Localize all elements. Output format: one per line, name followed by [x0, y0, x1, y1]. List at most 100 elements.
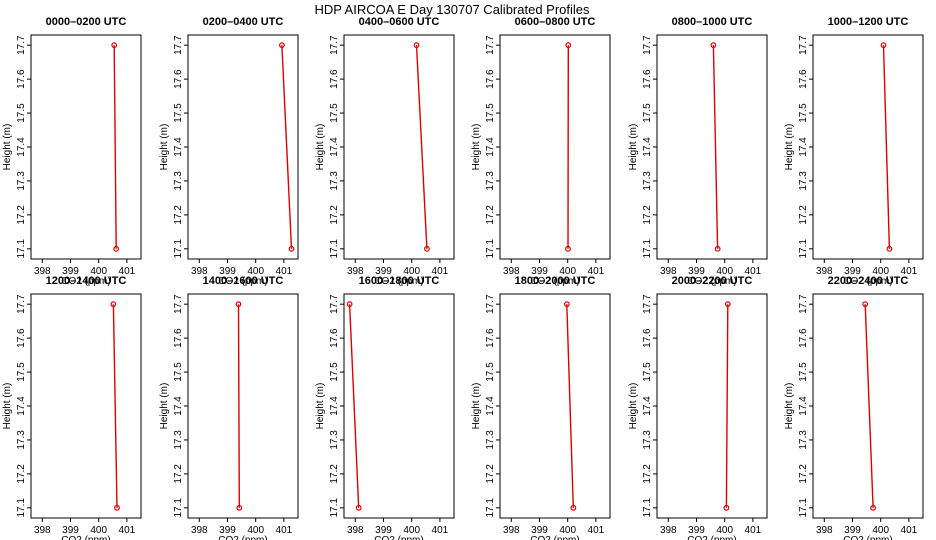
y-tick-label: 17.2: [173, 464, 184, 484]
x-tick-label: 399: [375, 266, 392, 277]
data-point: [279, 42, 285, 49]
data-point: [111, 42, 118, 49]
x-tick-label: 400: [403, 266, 420, 277]
y-tick-label: 17.1: [798, 498, 809, 518]
x-tick-label: 401: [119, 266, 136, 277]
x-tick-label: 398: [660, 525, 677, 536]
y-tick-label: 17.6: [329, 69, 340, 89]
x-tick-label: 399: [688, 525, 705, 536]
x-tick-label: 401: [119, 525, 136, 536]
x-axis-label: CO2 (ppm): [218, 535, 267, 540]
data-point: [565, 42, 572, 49]
plot-frame: [187, 293, 299, 519]
plot-frame: [187, 34, 299, 260]
panel-title: 0000–0200 UTC: [46, 16, 127, 28]
x-tick-label: 400: [559, 266, 576, 277]
y-tick-label: 17.6: [798, 328, 809, 348]
y-tick-label: 17.2: [329, 205, 340, 225]
y-tick-label: 17.7: [642, 294, 653, 314]
y-tick-label: 17.4: [173, 137, 184, 157]
y-tick-label: 17.3: [16, 171, 27, 191]
y-tick-label: 17.1: [329, 239, 340, 259]
y-tick-label: 17.4: [329, 396, 340, 416]
plot-frame: [499, 293, 611, 519]
panel-title: 2000–2200 UTC: [672, 275, 753, 287]
panel: 1800–2000 UTC 398 399 400 401 17.1 17.2 17.3 17.…: [471, 275, 611, 540]
y-tick-label: 17.1: [173, 498, 184, 518]
x-tick-label: 401: [432, 266, 449, 277]
panel: 0000–0200 UTC 398 399 400 401 17.1 17.2 17.3 17.…: [2, 16, 142, 287]
y-tick-label: 17.4: [798, 396, 809, 416]
data-point: [110, 301, 117, 308]
y-tick-label: 17.5: [16, 362, 27, 382]
y-tick-label: 17.4: [16, 396, 27, 416]
x-tick-label: 399: [844, 525, 861, 536]
panel-grid: 0000–0200 UTC 398 399 400 401 17.1 17.2 17.3 17.…: [2, 16, 924, 540]
y-tick-label: 17.3: [485, 171, 496, 191]
y-tick-label: 17.6: [642, 328, 653, 348]
y-tick-label: 17.2: [329, 464, 340, 484]
profile-line: [237, 304, 240, 508]
y-tick-label: 17.2: [16, 464, 27, 484]
panel-title: 0600–0800 UTC: [515, 16, 596, 28]
y-tick-label: 17.2: [485, 205, 496, 225]
y-tick-label: 17.5: [485, 362, 496, 382]
y-tick-label: 17.7: [485, 294, 496, 314]
profile-line: [281, 45, 293, 249]
x-tick-label: 399: [375, 525, 392, 536]
x-tick-label: 399: [62, 266, 79, 277]
x-tick-label: 400: [90, 266, 107, 277]
y-tick-label: 17.2: [642, 464, 653, 484]
data-point: [413, 42, 420, 49]
x-tick-label: 400: [247, 266, 264, 277]
x-tick-label: 398: [816, 525, 833, 536]
x-tick-label: 398: [660, 266, 677, 277]
x-tick-label: 398: [34, 266, 51, 277]
y-tick-label: 17.4: [485, 137, 496, 157]
x-tick-label: 401: [745, 266, 762, 277]
x-tick-label: 399: [688, 266, 705, 277]
data-point: [724, 301, 731, 308]
y-axis-label: Height (m): [628, 124, 639, 171]
y-tick-label: 17.5: [642, 362, 653, 382]
x-tick-label: 400: [872, 266, 889, 277]
y-tick-label: 17.5: [485, 103, 496, 123]
y-tick-label: 17.3: [173, 171, 184, 191]
y-tick-label: 17.4: [485, 396, 496, 416]
panel-title: 1000–1200 UTC: [828, 16, 909, 28]
y-tick-label: 17.6: [485, 328, 496, 348]
x-tick-label: 399: [219, 525, 236, 536]
y-tick-label: 17.1: [642, 239, 653, 259]
y-tick-label: 17.1: [485, 498, 496, 518]
y-tick-label: 17.5: [173, 103, 184, 123]
x-tick-label: 401: [901, 525, 918, 536]
panel: 0800–1000 UTC 398 399 400 401 17.1 17.2 17.3 17.…: [628, 16, 768, 287]
profile-line: [112, 304, 118, 508]
x-axis-label: CO2 (ppm): [61, 276, 110, 287]
y-tick-label: 17.7: [798, 35, 809, 55]
y-tick-label: 17.7: [642, 35, 653, 55]
y-tick-label: 17.7: [329, 294, 340, 314]
x-tick-label: 401: [276, 266, 293, 277]
y-tick-label: 17.6: [16, 69, 27, 89]
panel: 2200–2400 UTC 398 399 400 401 17.1 17.2 17.3 17.…: [784, 275, 924, 540]
data-point: [355, 504, 362, 511]
x-tick-label: 398: [816, 266, 833, 277]
data-point: [565, 245, 571, 252]
panel: 1000–1200 UTC 398 399 400 401 17.1 17.2 17.3 17.…: [784, 16, 924, 287]
y-axis-label: Height (m): [2, 383, 13, 430]
x-axis-label: CO2 (ppm): [687, 276, 736, 287]
y-tick-label: 17.7: [16, 294, 27, 314]
y-tick-label: 17.2: [642, 205, 653, 225]
x-tick-label: 398: [191, 266, 208, 277]
x-tick-label: 400: [403, 525, 420, 536]
y-axis-label: Height (m): [159, 124, 170, 171]
data-point: [113, 245, 120, 252]
y-tick-label: 17.3: [16, 430, 27, 450]
x-axis-label: CO2 (ppm): [374, 276, 423, 287]
x-axis-label: CO2 (ppm): [61, 535, 110, 540]
plot-frame: [343, 293, 455, 519]
y-tick-label: 17.5: [173, 362, 184, 382]
profile-line: [348, 304, 360, 508]
